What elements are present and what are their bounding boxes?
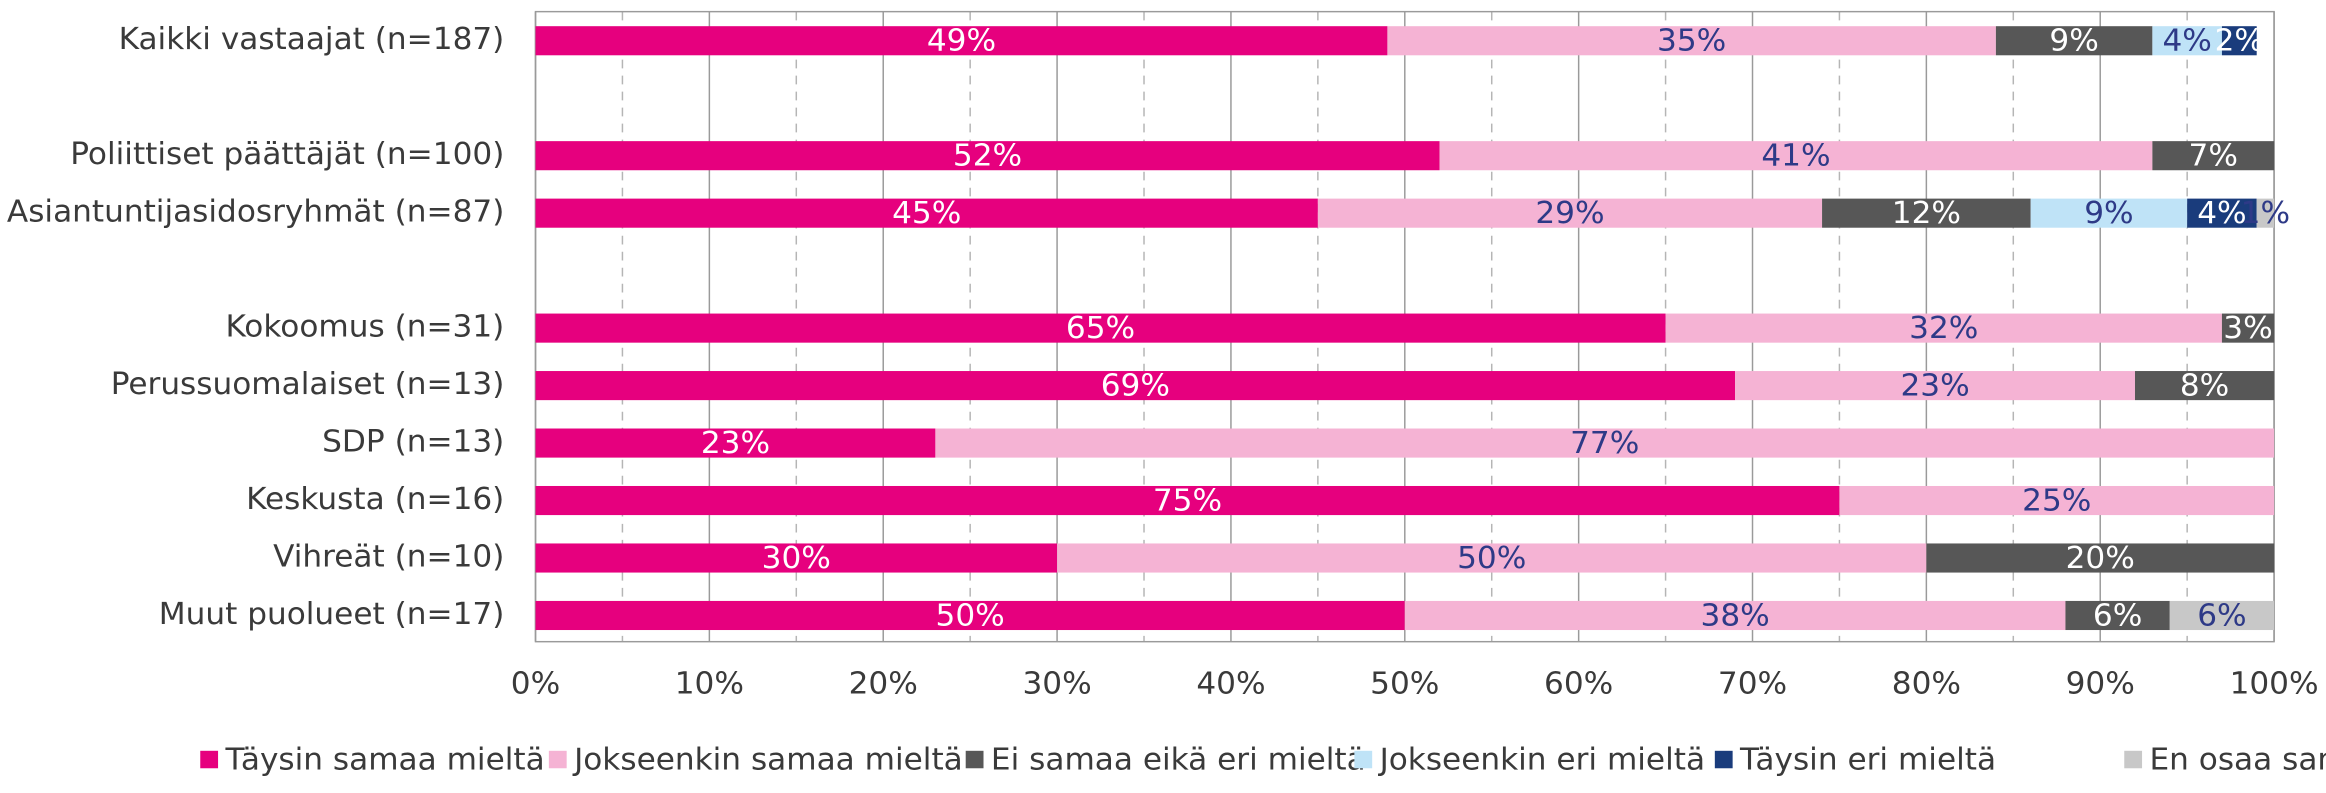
data-label: 41% <box>1761 138 1830 174</box>
bar-segment <box>1317 198 1823 228</box>
data-label: 65% <box>1066 310 1135 346</box>
data-label: 69% <box>1101 368 1170 404</box>
x-tick-label: 90% <box>2066 666 2135 702</box>
bar-segment <box>535 313 1666 343</box>
bar-segment <box>1439 141 2153 171</box>
category-label: Keskusta (n=16) <box>246 481 504 517</box>
bar-segment <box>2256 198 2275 228</box>
bar-segment <box>1665 313 2222 343</box>
data-label: 9% <box>2084 195 2133 231</box>
data-label: 50% <box>1457 540 1526 576</box>
bar-segment <box>535 26 1388 56</box>
data-label: 4% <box>2162 23 2211 59</box>
legend-swatch <box>548 750 567 769</box>
bar-segment <box>535 141 1440 171</box>
category-label: Kokoomus (n=31) <box>225 309 504 345</box>
legend-swatch <box>2124 750 2143 769</box>
data-label: 52% <box>953 138 1022 174</box>
bar-segment <box>2221 26 2257 56</box>
bar-segment <box>535 198 1318 228</box>
x-tick-label: 20% <box>849 666 918 702</box>
bar-segment <box>2065 600 2170 631</box>
bar-segment <box>1839 485 2275 516</box>
bar-segment <box>2187 198 2257 228</box>
data-label: 4% <box>2197 195 2246 231</box>
x-tick-label: 0% <box>511 666 560 702</box>
legend-label: Täysin samaa mieltä <box>224 742 544 778</box>
bar-segment <box>535 543 1058 573</box>
data-label: 12% <box>1892 195 1961 231</box>
x-tick-label: 30% <box>1022 666 1091 702</box>
bar-segment <box>535 485 1840 516</box>
bar-segment <box>1995 26 2153 56</box>
legend-swatch <box>1354 750 1373 769</box>
data-label: 8% <box>2180 368 2229 404</box>
category-label: SDP (n=13) <box>322 424 504 460</box>
data-label: 25% <box>2022 483 2091 519</box>
bar-segment <box>1822 198 2031 228</box>
x-tick-label: 80% <box>1892 666 1961 702</box>
data-label: 3% <box>2223 310 2272 346</box>
legend-label: Täysin eri mieltä <box>1739 742 1996 778</box>
data-label: 6% <box>2197 598 2246 634</box>
data-label: 50% <box>936 598 1005 634</box>
data-label: 32% <box>1909 310 1978 346</box>
x-tick-label: 40% <box>1196 666 1265 702</box>
legend-swatch <box>1714 750 1733 769</box>
data-label: 49% <box>927 23 996 59</box>
category-label: Kaikki vastaajat (n=187) <box>119 21 505 57</box>
data-label: 35% <box>1657 23 1726 59</box>
data-label: 45% <box>892 195 961 231</box>
data-label: 30% <box>762 540 831 576</box>
bar-segment <box>1404 600 2066 631</box>
x-tick-label: 70% <box>1718 666 1787 702</box>
data-label: 2% <box>2215 23 2264 59</box>
legend-label: Jokseenkin samaa mieltä <box>572 742 963 778</box>
legend-label: Jokseenkin eri mieltä <box>1378 742 1705 778</box>
legend-swatch <box>965 750 984 769</box>
data-label: 77% <box>1570 425 1639 461</box>
category-label: Muut puolueet (n=17) <box>159 596 505 632</box>
category-label: Poliittiset päättäjät (n=100) <box>70 136 504 172</box>
bar-segment <box>1926 543 2275 573</box>
x-tick-label: 60% <box>1544 666 1613 702</box>
bar-segment <box>2152 26 2222 56</box>
x-tick-label: 100% <box>2230 666 2319 702</box>
bar-segment <box>2134 371 2275 401</box>
data-label: 6% <box>2093 598 2142 634</box>
data-label: 7% <box>2189 138 2238 174</box>
x-tick-label: 50% <box>1370 666 1439 702</box>
bar-segment <box>535 428 936 458</box>
bar-segment <box>935 428 2275 458</box>
data-label: 1% <box>2241 195 2290 231</box>
bar-segment <box>2221 313 2275 343</box>
data-label: 23% <box>1900 368 1969 404</box>
data-label: 38% <box>1701 598 1770 634</box>
bar-segment <box>1735 371 2135 401</box>
x-tick-label: 10% <box>675 666 744 702</box>
bar-segment <box>2169 600 2275 631</box>
bar-segment <box>1387 26 1996 56</box>
data-label: 29% <box>1535 195 1604 231</box>
bar-segment <box>2030 198 2188 228</box>
data-label: 20% <box>2066 540 2135 576</box>
legend-swatch <box>200 750 219 769</box>
legend-label: En osaa sanoa <box>2149 742 2326 778</box>
bar-segment <box>1057 543 1927 573</box>
category-label: Asiantuntijasidosryhmät (n=87) <box>7 194 504 230</box>
data-label: 9% <box>2049 23 2098 59</box>
bar-segment <box>535 600 1405 631</box>
bar-segment <box>535 371 1736 401</box>
category-label: Vihreät (n=10) <box>273 539 504 575</box>
legend-label: Ei samaa eikä eri mieltä <box>991 742 1366 778</box>
data-label: 23% <box>701 425 770 461</box>
bar-segment <box>2152 141 2275 171</box>
data-label: 75% <box>1153 483 1222 519</box>
category-label: Perussuomalaiset (n=13) <box>111 366 505 402</box>
